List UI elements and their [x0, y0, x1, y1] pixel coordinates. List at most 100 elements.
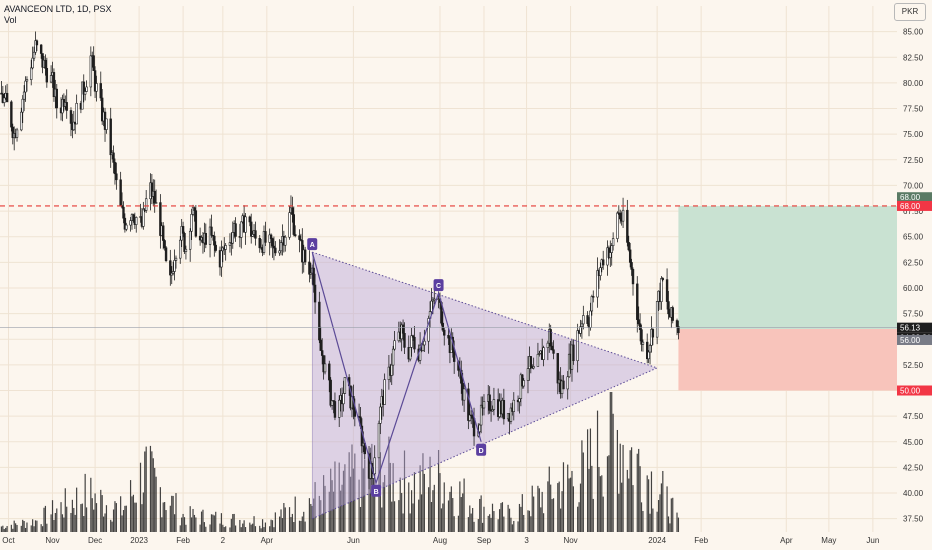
- volume-bar: [640, 502, 643, 532]
- volume-bar: [677, 517, 680, 532]
- candle-body: [576, 330, 579, 362]
- pattern-point-d-label: D: [479, 448, 484, 455]
- candle-body: [637, 319, 640, 325]
- x-tick-label: Oct: [2, 536, 15, 545]
- candle-body: [647, 351, 650, 360]
- volume-bar: [260, 528, 262, 532]
- volume-bar: [34, 520, 37, 532]
- candle-body: [135, 217, 138, 225]
- volume-bar: [36, 520, 38, 532]
- volume-bar: [122, 510, 125, 532]
- currency-button[interactable]: PKR: [894, 3, 926, 21]
- volume-bar: [656, 511, 658, 532]
- candle-body: [423, 340, 426, 346]
- candle-body: [338, 399, 341, 418]
- volume-bar: [193, 514, 196, 532]
- candle-body: [621, 209, 625, 222]
- candle-body: [552, 349, 555, 354]
- volume-bar: [132, 494, 135, 532]
- volume-bar: [340, 490, 342, 532]
- volume-bar: [667, 516, 670, 532]
- volume-bar: [141, 504, 143, 532]
- volume-bar: [332, 491, 335, 532]
- candle-body: [638, 323, 642, 330]
- x-tick-label: Nov: [563, 536, 577, 545]
- volume-bar: [20, 525, 22, 532]
- volume-bar: [354, 453, 356, 532]
- x-tick-label: May: [821, 536, 836, 545]
- candle-body: [159, 202, 162, 236]
- volume-bar: [281, 518, 284, 532]
- volume-bar: [602, 496, 604, 532]
- candle-body: [353, 408, 357, 417]
- volume-bar: [408, 482, 410, 532]
- volume-bar: [71, 499, 73, 532]
- candle-body: [677, 326, 680, 334]
- pattern-point-a-label: A: [310, 242, 315, 249]
- volume-bar: [16, 524, 18, 532]
- volume-bar: [301, 516, 303, 532]
- x-tick-label: Apr: [780, 536, 793, 545]
- x-tick-label: Feb: [176, 536, 190, 545]
- volume-bar: [491, 503, 494, 532]
- volume-bar: [433, 484, 435, 532]
- candle-body: [373, 457, 376, 475]
- candle-body: [123, 217, 127, 230]
- candle-body: [269, 234, 273, 239]
- volume-bar: [66, 506, 68, 532]
- volume-bar: [361, 436, 363, 532]
- candle-body: [427, 318, 430, 342]
- volume-bar: [259, 525, 261, 532]
- candle-body: [89, 55, 93, 88]
- volume-bar: [100, 489, 102, 532]
- candle-body: [21, 98, 24, 113]
- candle-body: [142, 208, 145, 227]
- candle-body: [468, 414, 471, 421]
- candle-body: [288, 212, 291, 238]
- stop-zone: [678, 328, 897, 391]
- candle-body: [383, 379, 386, 405]
- y-tick-label: 65.00: [903, 233, 924, 242]
- volume-bar: [467, 517, 469, 532]
- volume-bar: [43, 507, 45, 532]
- candle-body: [193, 207, 196, 211]
- volume-bar: [120, 496, 122, 532]
- volume-bar: [304, 521, 306, 532]
- volume-bar: [314, 482, 316, 532]
- x-tick-label: 2024: [648, 536, 666, 545]
- volume-bar: [374, 472, 376, 532]
- volume-bar: [562, 462, 565, 532]
- candle-body: [626, 209, 629, 243]
- volume-bar: [61, 514, 64, 532]
- volume-bar: [572, 486, 574, 532]
- candle-body: [430, 300, 433, 312]
- volume-bar: [341, 484, 343, 532]
- candle-body: [22, 91, 26, 100]
- candle-body: [651, 329, 655, 338]
- candle-body: [32, 51, 36, 59]
- candle-body: [163, 240, 166, 249]
- volume-bar: [121, 515, 123, 532]
- candle-body: [69, 110, 73, 124]
- candle-body: [220, 250, 223, 268]
- volume-bar: [182, 513, 184, 532]
- candle-body: [665, 279, 669, 302]
- volume-bar: [274, 512, 276, 532]
- volume-bar: [362, 468, 364, 532]
- candle-body: [153, 190, 156, 204]
- volume-bar: [171, 495, 173, 532]
- y-tick-label: 80.00: [903, 79, 924, 88]
- candle-body: [258, 237, 261, 249]
- volume-bar: [209, 524, 211, 532]
- volume-bar: [540, 507, 542, 532]
- volume-bar: [308, 498, 311, 532]
- volume-bar: [369, 447, 372, 532]
- volume-bar: [80, 504, 82, 532]
- volume-bar: [389, 462, 391, 532]
- volume-bar: [608, 455, 610, 532]
- volume-bar: [520, 506, 522, 532]
- volume-bar: [310, 503, 312, 532]
- volume-bar: [73, 507, 75, 532]
- volume-bar: [215, 511, 217, 532]
